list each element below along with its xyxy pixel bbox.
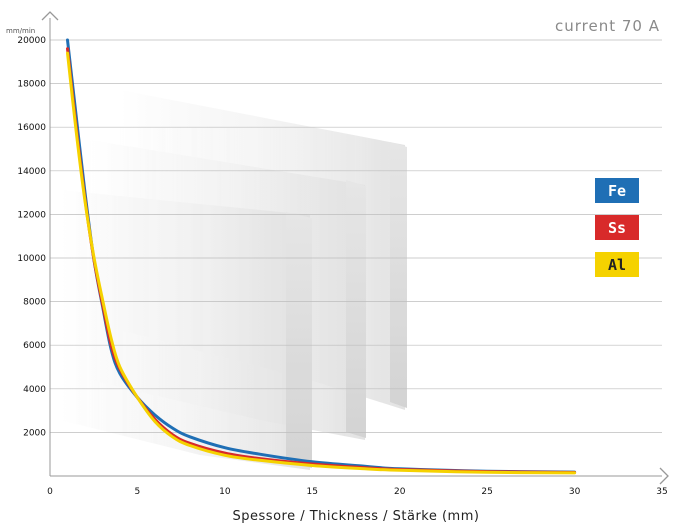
y-tick-label: 6000	[23, 341, 46, 351]
x-tick-label: 20	[394, 487, 406, 497]
legend-item-al: Al	[595, 252, 639, 277]
x-tick-label: 10	[219, 487, 231, 497]
y-tick-label: 12000	[17, 210, 46, 220]
y-tick-labels: 2000 4000 6000 8000 10000 12000 14000 16000 1800…	[17, 36, 46, 438]
y-tick-label: 8000	[23, 298, 46, 308]
y-tick-label: 14000	[17, 167, 46, 177]
series-lines	[66, 38, 577, 475]
y-tick-label: 10000	[17, 254, 46, 264]
legend-swatch	[595, 215, 639, 240]
legend-swatch	[595, 252, 639, 277]
legend-label: Al	[608, 256, 626, 274]
legend-item-fe: Fe	[595, 178, 639, 203]
y-tick-label: 18000	[17, 80, 46, 90]
y-tick-label: 4000	[23, 385, 46, 395]
legend: Fe Ss Al	[595, 178, 639, 277]
y-tick-label: 16000	[17, 123, 46, 133]
x-tick-label: 15	[307, 487, 318, 497]
chart-title: current 70 A	[555, 17, 660, 35]
x-tick-label: 0	[47, 487, 53, 497]
x-tick-label: 30	[569, 487, 581, 497]
chart-grid	[50, 39, 662, 433]
x-tick-label: 25	[481, 487, 492, 497]
y-tick-label: 2000	[23, 428, 46, 438]
x-axis-title: Spessore / Thickness / Stärke (mm)	[233, 509, 480, 524]
y-axis-unit-label: mm/min	[6, 27, 35, 35]
background-plates-illustration	[60, 90, 407, 470]
legend-swatch	[595, 178, 639, 203]
series-line-al	[66, 51, 577, 475]
x-tick-label: 35	[656, 487, 667, 497]
legend-item-ss: Ss	[595, 215, 639, 240]
legend-label: Ss	[608, 219, 626, 237]
x-tick-label: 5	[135, 487, 141, 497]
x-tick-labels: 0 5 10 15 20 25 30 35	[47, 487, 668, 497]
legend-label: Fe	[608, 182, 626, 200]
y-tick-label: 20000	[17, 36, 46, 46]
x-axis-arrow-icon	[659, 467, 669, 485]
y-axis-arrow-icon	[41, 11, 59, 21]
